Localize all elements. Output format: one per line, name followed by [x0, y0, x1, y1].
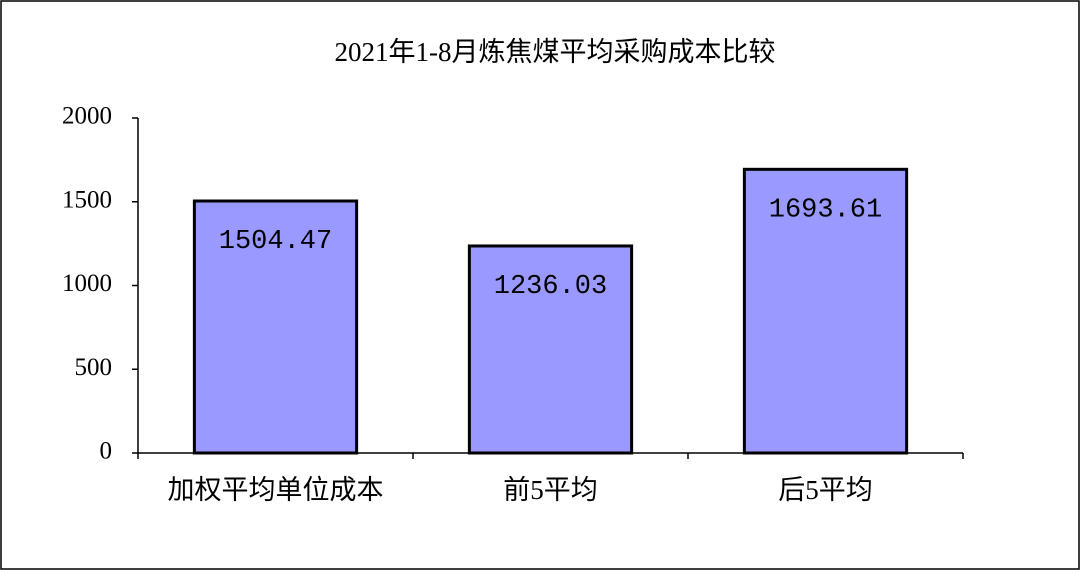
value-label: 1236.03 [494, 272, 607, 302]
y-tick-label: 2000 [62, 103, 112, 130]
chart-title: 2021年1-8月炼焦煤平均采购成本比较 [335, 37, 776, 67]
bar [467, 244, 634, 455]
value-label: 1504.47 [219, 227, 332, 257]
value-label: 1693.61 [769, 195, 882, 225]
x-tick-label: 后5平均 [778, 475, 873, 505]
x-tick-label: 前5平均 [503, 475, 598, 505]
y-tick-label: 1500 [62, 186, 112, 213]
y-tick-label: 1000 [62, 270, 112, 297]
bar [192, 199, 359, 455]
y-tick-label: 500 [75, 354, 113, 381]
x-tick-label: 加权平均单位成本 [168, 475, 384, 505]
bar [742, 167, 909, 455]
y-tick-label: 0 [100, 438, 113, 465]
